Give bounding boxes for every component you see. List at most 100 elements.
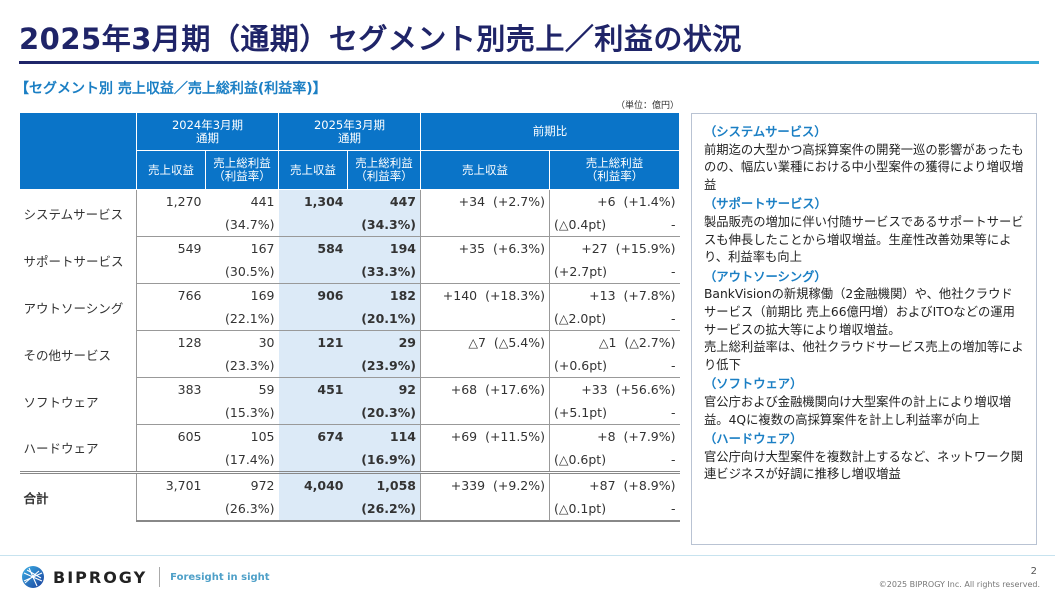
segment-name: その他サービス <box>19 330 137 378</box>
header-curr-gross-profit: 売上総利益 （利益率） <box>347 150 421 190</box>
prev-revenue: 1,270 <box>165 194 202 209</box>
yoy-margin: (△0.1pt) - <box>549 497 680 522</box>
prev-gross-profit: 441 <box>250 194 275 209</box>
header-yoy-gross-profit: 売上総利益 （利益率） <box>549 150 680 190</box>
prev-revenue: 605 <box>177 429 202 444</box>
segment-name: ソフトウェア <box>19 377 137 425</box>
yoy-revenue: +140 (+18.3%) <box>420 283 550 307</box>
total-row: 合計 3,701 972 4,040 1,058 +339 (+9.2%) +8… <box>19 471 680 521</box>
curr-gross-profit: 114 <box>347 424 421 448</box>
commentary-heading: （ハードウェア） <box>704 432 803 447</box>
yoy-revenue: +69 (+11.5%) <box>420 424 550 448</box>
yoy-gross-profit: +27 (+15.9%) <box>581 241 676 256</box>
table-row-margin: (23.3%) (23.9%) (+0.6pt) - <box>20 354 680 378</box>
curr-revenue: 451 <box>278 377 348 401</box>
commentary-heading: （サポートサービス） <box>704 197 827 212</box>
commentary-body: 官公庁向け大型案件を複数計上するなど、ネットワーク関連ビジネスが好調に推移し増収… <box>704 449 1024 482</box>
curr-blank <box>278 213 348 237</box>
yoy-margin: (+0.6pt) - <box>549 354 680 378</box>
curr-blank <box>278 260 348 284</box>
header-prev-revenue: 売上収益 <box>136 150 206 190</box>
yoy-margin: (+5.1pt) - <box>549 401 680 425</box>
curr-gross-profit: 1,058 <box>347 471 421 497</box>
segment-table: 2024年3月期 通期 2025年3月期 通期 前期比 売上収益 売上総利益 （利益率… <box>19 112 680 522</box>
commentary-heading: （システムサービス） <box>704 125 827 139</box>
prev-gross-profit: 167 <box>250 241 275 256</box>
curr-margin: (23.9%) <box>347 354 421 378</box>
prev-revenue: 128 <box>177 335 202 350</box>
title-divider <box>19 61 1039 64</box>
header-yoy: 前期比 <box>420 112 680 151</box>
prev-margin: (15.3%) <box>205 401 279 425</box>
logo-separator <box>159 567 161 587</box>
yoy-gross-profit: +6 (+1.4%) <box>597 194 676 209</box>
curr-revenue: 1,304 <box>278 189 348 213</box>
header-curr-period: 2025年3月期 通期 <box>278 112 421 151</box>
curr-margin: (33.3%) <box>347 260 421 284</box>
curr-margin: (16.9%) <box>347 448 421 473</box>
prev-gross-profit: 30 <box>258 335 275 350</box>
curr-revenue: 584 <box>278 236 348 260</box>
curr-gross-profit: 194 <box>347 236 421 260</box>
yoy-revenue: +35 (+6.3%) <box>420 236 550 260</box>
table-row: ソフトウェア 383 59 451 92 +68 (+17.6%) +33 (+… <box>19 377 680 425</box>
copyright: ©2025 BIPROGY Inc. All rights reserved. <box>878 580 1040 589</box>
yoy-gross-profit: △1 (△2.7%) <box>598 335 676 350</box>
yoy-gross-profit: +8 (+7.9%) <box>597 429 676 444</box>
yoy-revenue: +339 (+9.2%) <box>420 471 550 497</box>
segment-name: ハードウェア <box>19 424 137 473</box>
curr-margin: (20.1%) <box>347 307 421 331</box>
commentary-body: 官公庁および金融機関向け大型案件の計上により増収増益。4Qに複数の高採算案件を計… <box>704 394 1012 427</box>
commentary-body: 売上総利益率は、他社クラウドサービス売上の増加等により低下 <box>704 340 1024 372</box>
yoy-gross-profit: +13 (+7.8%) <box>589 288 676 303</box>
yoy-blank <box>420 307 550 331</box>
table-row: システムサービス 1,270 441 1,304 447 +34 (+2.7%)… <box>19 189 680 237</box>
page-title: 2025年3月期（通期）セグメント別売上／利益の状況 <box>19 22 742 56</box>
section-subtitle: 【セグメント別 売上収益／売上総利益(利益率)】 <box>15 81 327 97</box>
commentary-body: BankVisionの新規稼働（2金融機関）や、他社クラウドサービス（前期比 売… <box>704 287 1015 337</box>
footer-divider <box>0 555 1055 556</box>
prev-margin: (30.5%) <box>205 260 279 284</box>
table-row-margin: (34.7%) (34.3%) (△0.4pt) - <box>20 213 680 237</box>
table-row: サポートサービス 549 167 584 194 +35 (+6.3%) +27… <box>19 236 680 284</box>
yoy-margin: (△0.6pt) - <box>549 448 680 473</box>
commentary-heading: （ソフトウェア） <box>704 377 803 392</box>
table-row-margin: (30.5%) (33.3%) (+2.7pt) - <box>20 260 680 284</box>
prev-margin: (22.1%) <box>205 307 279 331</box>
prev-margin: (23.3%) <box>205 354 279 378</box>
yoy-revenue: +34 (+2.7%) <box>420 189 550 213</box>
yoy-blank <box>420 354 550 378</box>
curr-gross-profit: 447 <box>347 189 421 213</box>
prev-blank <box>136 497 206 522</box>
prev-revenue: 3,701 <box>136 471 206 497</box>
yoy-blank <box>420 401 550 425</box>
curr-blank <box>278 401 348 425</box>
yoy-revenue: +68 (+17.6%) <box>420 377 550 401</box>
curr-blank <box>278 354 348 378</box>
curr-margin: (26.2%) <box>347 497 421 522</box>
commentary-body: 製品販売の増加に伴い付随サービスであるサポートサービスも伸長したことから増収増益… <box>704 214 1024 265</box>
table-row: アウトソーシング 766 169 906 182 +140 (+18.3%) +… <box>19 283 680 331</box>
yoy-revenue: △7 (△5.4%) <box>420 330 550 354</box>
table-row: ハードウェア 605 105 674 114 +69 (+11.5%) +8 (… <box>19 424 680 473</box>
prev-margin: (17.4%) <box>205 448 279 473</box>
curr-revenue: 906 <box>278 283 348 307</box>
curr-gross-profit: 29 <box>347 330 421 354</box>
prev-gross-profit: 105 <box>250 429 275 444</box>
commentary-heading: （アウトソーシング） <box>704 269 827 284</box>
curr-margin: (34.3%) <box>347 213 421 237</box>
prev-revenue: 383 <box>177 382 202 397</box>
prev-gross-profit: 169 <box>250 288 275 303</box>
logo-text: BIPROGY <box>53 567 148 587</box>
prev-blank <box>136 260 206 284</box>
yoy-margin: (+2.7pt) - <box>549 260 680 284</box>
prev-margin: (34.7%) <box>205 213 279 237</box>
curr-blank <box>278 497 348 522</box>
table-row-margin: (22.1%) (20.1%) (△2.0pt) - <box>20 307 680 331</box>
curr-margin: (20.3%) <box>347 401 421 425</box>
header-curr-revenue: 売上収益 <box>278 150 348 190</box>
table-row-margin: (15.3%) (20.3%) (+5.1pt) - <box>20 401 680 425</box>
globe-logo-icon <box>22 566 44 588</box>
table-row: その他サービス 128 30 121 29 △7 (△5.4%) △1 (△2.… <box>19 330 680 378</box>
curr-gross-profit: 182 <box>347 283 421 307</box>
